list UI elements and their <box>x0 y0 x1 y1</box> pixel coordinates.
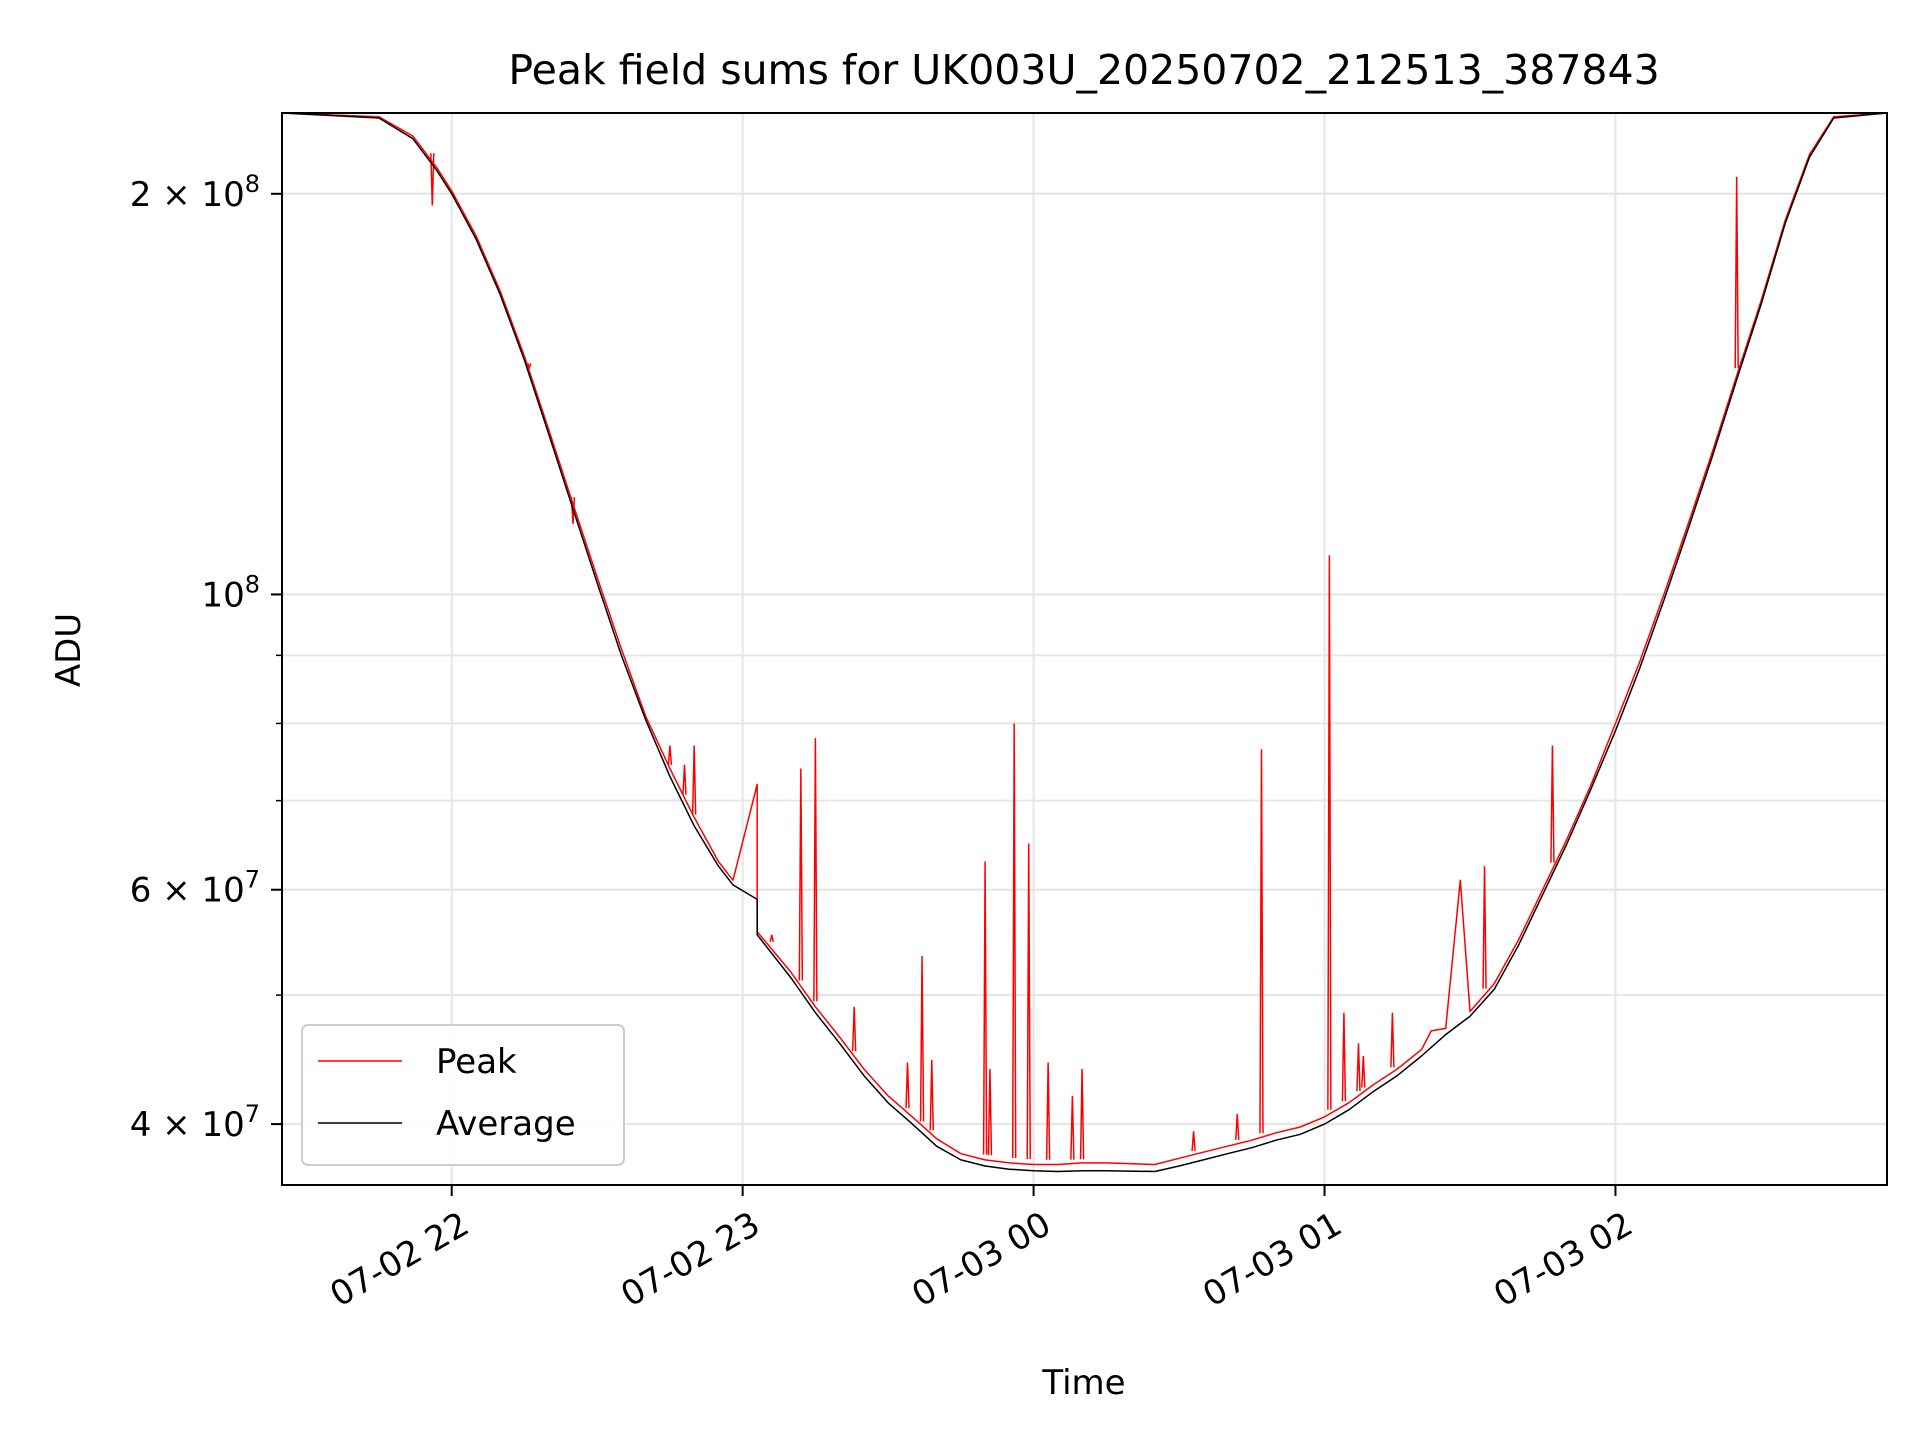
x-axis-ticks: 07-02 22 07-02 23 07-03 00 07-03 01 07-03 02 <box>323 1185 1640 1315</box>
peak-spike <box>1011 723 1017 1159</box>
peak-spike <box>919 955 925 1122</box>
peak-spike <box>798 768 804 981</box>
peak-spike <box>527 363 532 371</box>
peak-spike <box>1070 1095 1075 1160</box>
peak-spike <box>1079 1068 1085 1160</box>
x-tick-label: 07-02 23 <box>614 1204 766 1315</box>
peak-spike <box>1361 1055 1366 1088</box>
y-tick-label: 108 <box>201 570 260 615</box>
x-axis-label: Time <box>1041 1363 1125 1403</box>
peak-spike <box>1341 1012 1347 1102</box>
peak-spike <box>1390 1012 1395 1068</box>
peak-spike <box>1234 1114 1240 1140</box>
peak-spike <box>1550 745 1555 863</box>
x-tick-label: 07-03 02 <box>1487 1204 1639 1315</box>
plot-frame <box>281 112 1888 1186</box>
y-axis-ticks: 2 × 108 108 6 × 107 4 × 107 <box>130 170 282 1145</box>
peak-spike <box>691 745 697 815</box>
peak-spike <box>769 934 774 943</box>
peak-spike <box>1327 555 1332 1110</box>
peak-spike <box>987 1068 993 1156</box>
peak-spike <box>982 861 988 1155</box>
peak-spike <box>1026 843 1031 1159</box>
y-tick-label: 2 × 108 <box>130 170 260 215</box>
peak-spike <box>905 1062 910 1109</box>
x-tick-label: 07-03 00 <box>905 1204 1057 1315</box>
y-tick-label: 6 × 107 <box>130 866 260 911</box>
legend: Peak Average <box>301 1024 625 1166</box>
x-tick-label: 07-02 22 <box>323 1204 475 1315</box>
peak-spike <box>1356 1043 1361 1092</box>
average-series-line <box>282 113 1887 1173</box>
peak-spike <box>1259 749 1264 1134</box>
peak-spike <box>667 745 673 765</box>
x-tick-label: 07-03 01 <box>1196 1204 1348 1315</box>
peak-spike <box>1191 1131 1196 1151</box>
peak-spike <box>1045 1062 1051 1160</box>
plot-series <box>282 113 1887 1173</box>
chart-title: Peak field sums for UK003U_20250702_2125… <box>508 46 1659 94</box>
y-axis-label: ADU <box>49 613 89 687</box>
peak-spike <box>682 764 687 795</box>
peak-spike <box>1482 866 1487 989</box>
legend-average-label: Average <box>436 1104 576 1144</box>
peak-spike <box>851 1006 857 1052</box>
legend-box <box>301 1024 625 1166</box>
peak-spike <box>1734 176 1739 369</box>
y-tick-label: 4 × 107 <box>130 1100 260 1145</box>
peak-spike <box>813 738 818 1002</box>
legend-peak-label: Peak <box>436 1042 517 1082</box>
peak-spike <box>430 153 435 206</box>
peak-series-line <box>282 113 1887 1166</box>
peak-spike <box>929 1059 935 1131</box>
